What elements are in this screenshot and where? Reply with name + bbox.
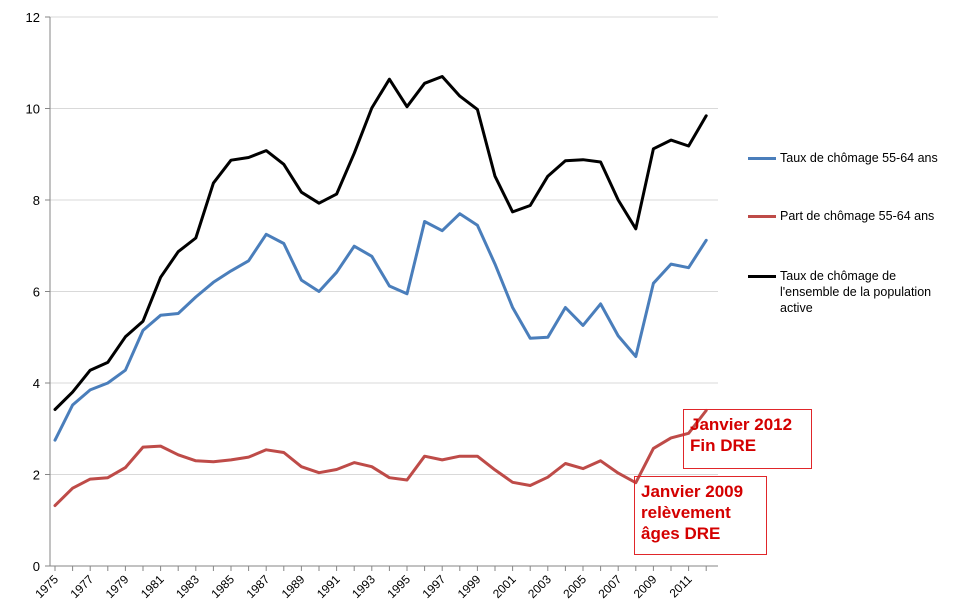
annotation-line: relèvement <box>641 503 731 522</box>
x-tick-label: 1981 <box>138 572 167 601</box>
y-tick-label: 4 <box>33 376 40 391</box>
x-tick-label: 2005 <box>560 572 589 601</box>
x-tick-label: 2001 <box>490 572 519 601</box>
x-tick-label: 2007 <box>596 572 625 601</box>
x-tick-label: 1997 <box>420 572 449 601</box>
x-tick-label: 2011 <box>667 572 695 600</box>
y-tick-label: 12 <box>26 10 40 25</box>
y-tick-label: 0 <box>33 559 40 574</box>
legend-label: Taux de chômage de l'ensemble de la popu… <box>780 269 932 315</box>
x-tick-label: 1987 <box>244 572 273 601</box>
x-tick-label: 1999 <box>455 572 484 601</box>
legend-label: Part de chômage 55-64 ans <box>780 209 935 223</box>
axes <box>45 16 718 571</box>
x-tick-label: 1979 <box>103 572 132 601</box>
x-tick-label: 1975 <box>32 572 61 601</box>
x-tick-label: 2009 <box>631 572 660 601</box>
legend-swatch-black <box>748 275 776 278</box>
annotation-line: âges DRE <box>641 524 721 543</box>
x-tick-label: 1977 <box>68 572 97 601</box>
x-tick-label: 2003 <box>525 572 554 601</box>
x-tick-labels: 1975 1977 1979 1981 1983 1985 1987 1989 1991 1993… <box>32 572 695 601</box>
annotation-janvier-2009: Janvier 2009 relèvement âges DRE <box>634 476 767 555</box>
series-line-1 <box>53 409 708 508</box>
series-lines <box>53 75 708 508</box>
x-tick-label: 1989 <box>279 572 308 601</box>
x-tick-label: 1993 <box>349 572 378 601</box>
x-tick-label: 1995 <box>384 572 413 601</box>
legend-swatch-blue <box>748 157 776 160</box>
y-tick-label: 6 <box>33 285 40 300</box>
x-tick-label: 1983 <box>173 572 202 601</box>
annotation-janvier-2012: Janvier 2012 Fin DRE <box>683 409 812 469</box>
y-tick-label: 10 <box>26 102 40 117</box>
y-tick-labels: 0 2 4 6 8 10 12 <box>26 10 40 574</box>
annotation-line: Fin DRE <box>690 436 757 455</box>
x-tick-label: 1985 <box>208 572 237 601</box>
x-tick-label: 1991 <box>314 572 343 601</box>
gridlines <box>50 16 718 475</box>
annotation-line: Janvier 2009 <box>641 482 744 501</box>
y-tick-label: 8 <box>33 193 40 208</box>
series-line-2 <box>53 75 708 411</box>
annotation-line: Janvier 2012 <box>690 415 793 434</box>
y-tick-label: 2 <box>33 468 40 483</box>
legend-label: Taux de chômage 55-64 ans <box>780 151 938 165</box>
legend-swatch-red <box>748 215 776 218</box>
series-line-0 <box>53 212 708 442</box>
